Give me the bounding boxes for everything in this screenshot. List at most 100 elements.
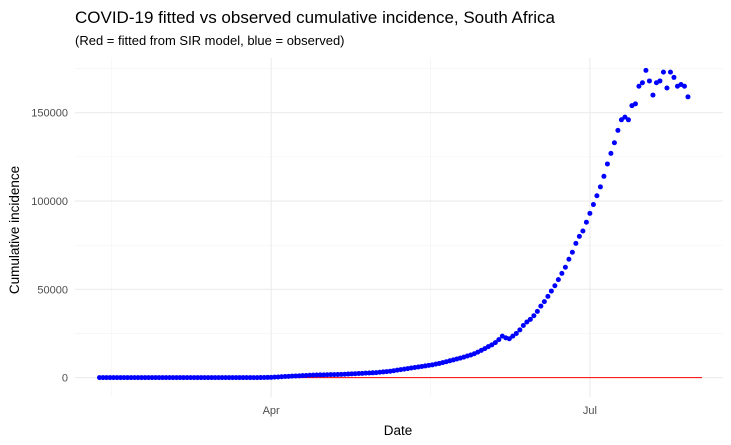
x-tick-label: Jul [583,405,597,417]
observed-point [139,375,145,381]
observed-point [545,293,551,299]
observed-point [636,83,642,89]
observed-point [125,375,131,381]
y-tick-label: 0 [62,373,68,385]
observed-point [153,375,159,381]
observed-point [181,375,187,381]
observed-point [160,375,166,381]
observed-point [254,375,260,381]
observed-point [202,375,208,381]
observed-point [114,375,120,381]
observed-point [506,336,512,342]
observed-point [317,372,323,378]
observed-point [121,375,127,381]
observed-point [212,375,218,381]
observed-point [209,375,215,381]
observed-point [216,375,222,381]
y-tick-label: 50000 [37,284,68,296]
observed-point [261,375,267,381]
observed-point [331,372,337,378]
observed-point [177,375,183,381]
observed-point [569,249,575,255]
observed-point [576,233,582,239]
observed-point [622,114,628,120]
observed-point [590,202,596,208]
observed-point [492,340,498,346]
observed-point [548,288,554,294]
observed-point [310,372,316,378]
observed-point [230,375,236,381]
observed-point [142,375,148,381]
observed-point [601,173,607,179]
observed-point [527,316,533,322]
observed-point [660,69,666,75]
observed-point [604,161,610,167]
observed-point [594,193,600,199]
observed-point [681,83,687,89]
observed-point [188,375,194,381]
gridlines [75,58,723,397]
x-axis-title: Date [384,423,413,438]
observed-point [128,375,134,381]
observed-point [198,375,204,381]
observed-point [170,375,176,381]
observed-point [314,372,320,378]
observed-point [132,375,138,381]
observed-point [321,372,327,378]
x-axis-ticks: Apr Jul [263,405,597,417]
observed-point [541,299,547,305]
observed-point [111,375,117,381]
observed-point [146,375,152,381]
observed-point [625,117,631,123]
observed-point [650,92,656,98]
observed-point [163,375,169,381]
observed-point [226,375,232,381]
observed-point [244,375,250,381]
observed-point [671,74,677,80]
y-tick-label: 100000 [31,196,68,208]
observed-point [97,375,103,381]
observed-point [233,375,239,381]
observed-point [195,375,201,381]
observed-point [496,337,502,343]
observed-point [657,78,663,84]
observed-point [104,375,110,381]
y-axis-ticks: 0 50000 100000 150000 [31,108,68,385]
observed-point [587,210,593,216]
observed-point [135,375,141,381]
observed-point [632,101,638,107]
observed-point [118,375,124,381]
observed-point [328,372,334,378]
observed-point [555,277,561,283]
observed-point [247,375,253,381]
observed-point [643,67,649,73]
observed-point [611,140,617,146]
observed-point [618,117,624,123]
observed-point [597,184,603,190]
observed-point [517,327,523,333]
observed-point [552,283,558,289]
observed-series [97,67,691,381]
observed-point [205,375,211,381]
observed-point [107,375,113,381]
y-tick-label: 150000 [31,108,68,120]
observed-point [562,264,568,270]
observed-point [566,256,572,262]
chart-title: COVID-19 fitted vs observed cumulative i… [75,8,556,27]
observed-point [174,375,180,381]
observed-point [265,374,271,380]
observed-point [289,373,295,379]
observed-point [667,69,673,75]
observed-point [149,375,155,381]
observed-point [240,375,246,381]
observed-point [524,319,530,325]
observed-point [258,375,264,381]
observed-point [531,313,537,319]
observed-point [324,372,330,378]
y-axis-title: Cumulative incidence [7,166,22,294]
observed-point [580,228,586,234]
observed-point [223,375,229,381]
observed-point [513,330,519,336]
observed-point [538,303,544,309]
